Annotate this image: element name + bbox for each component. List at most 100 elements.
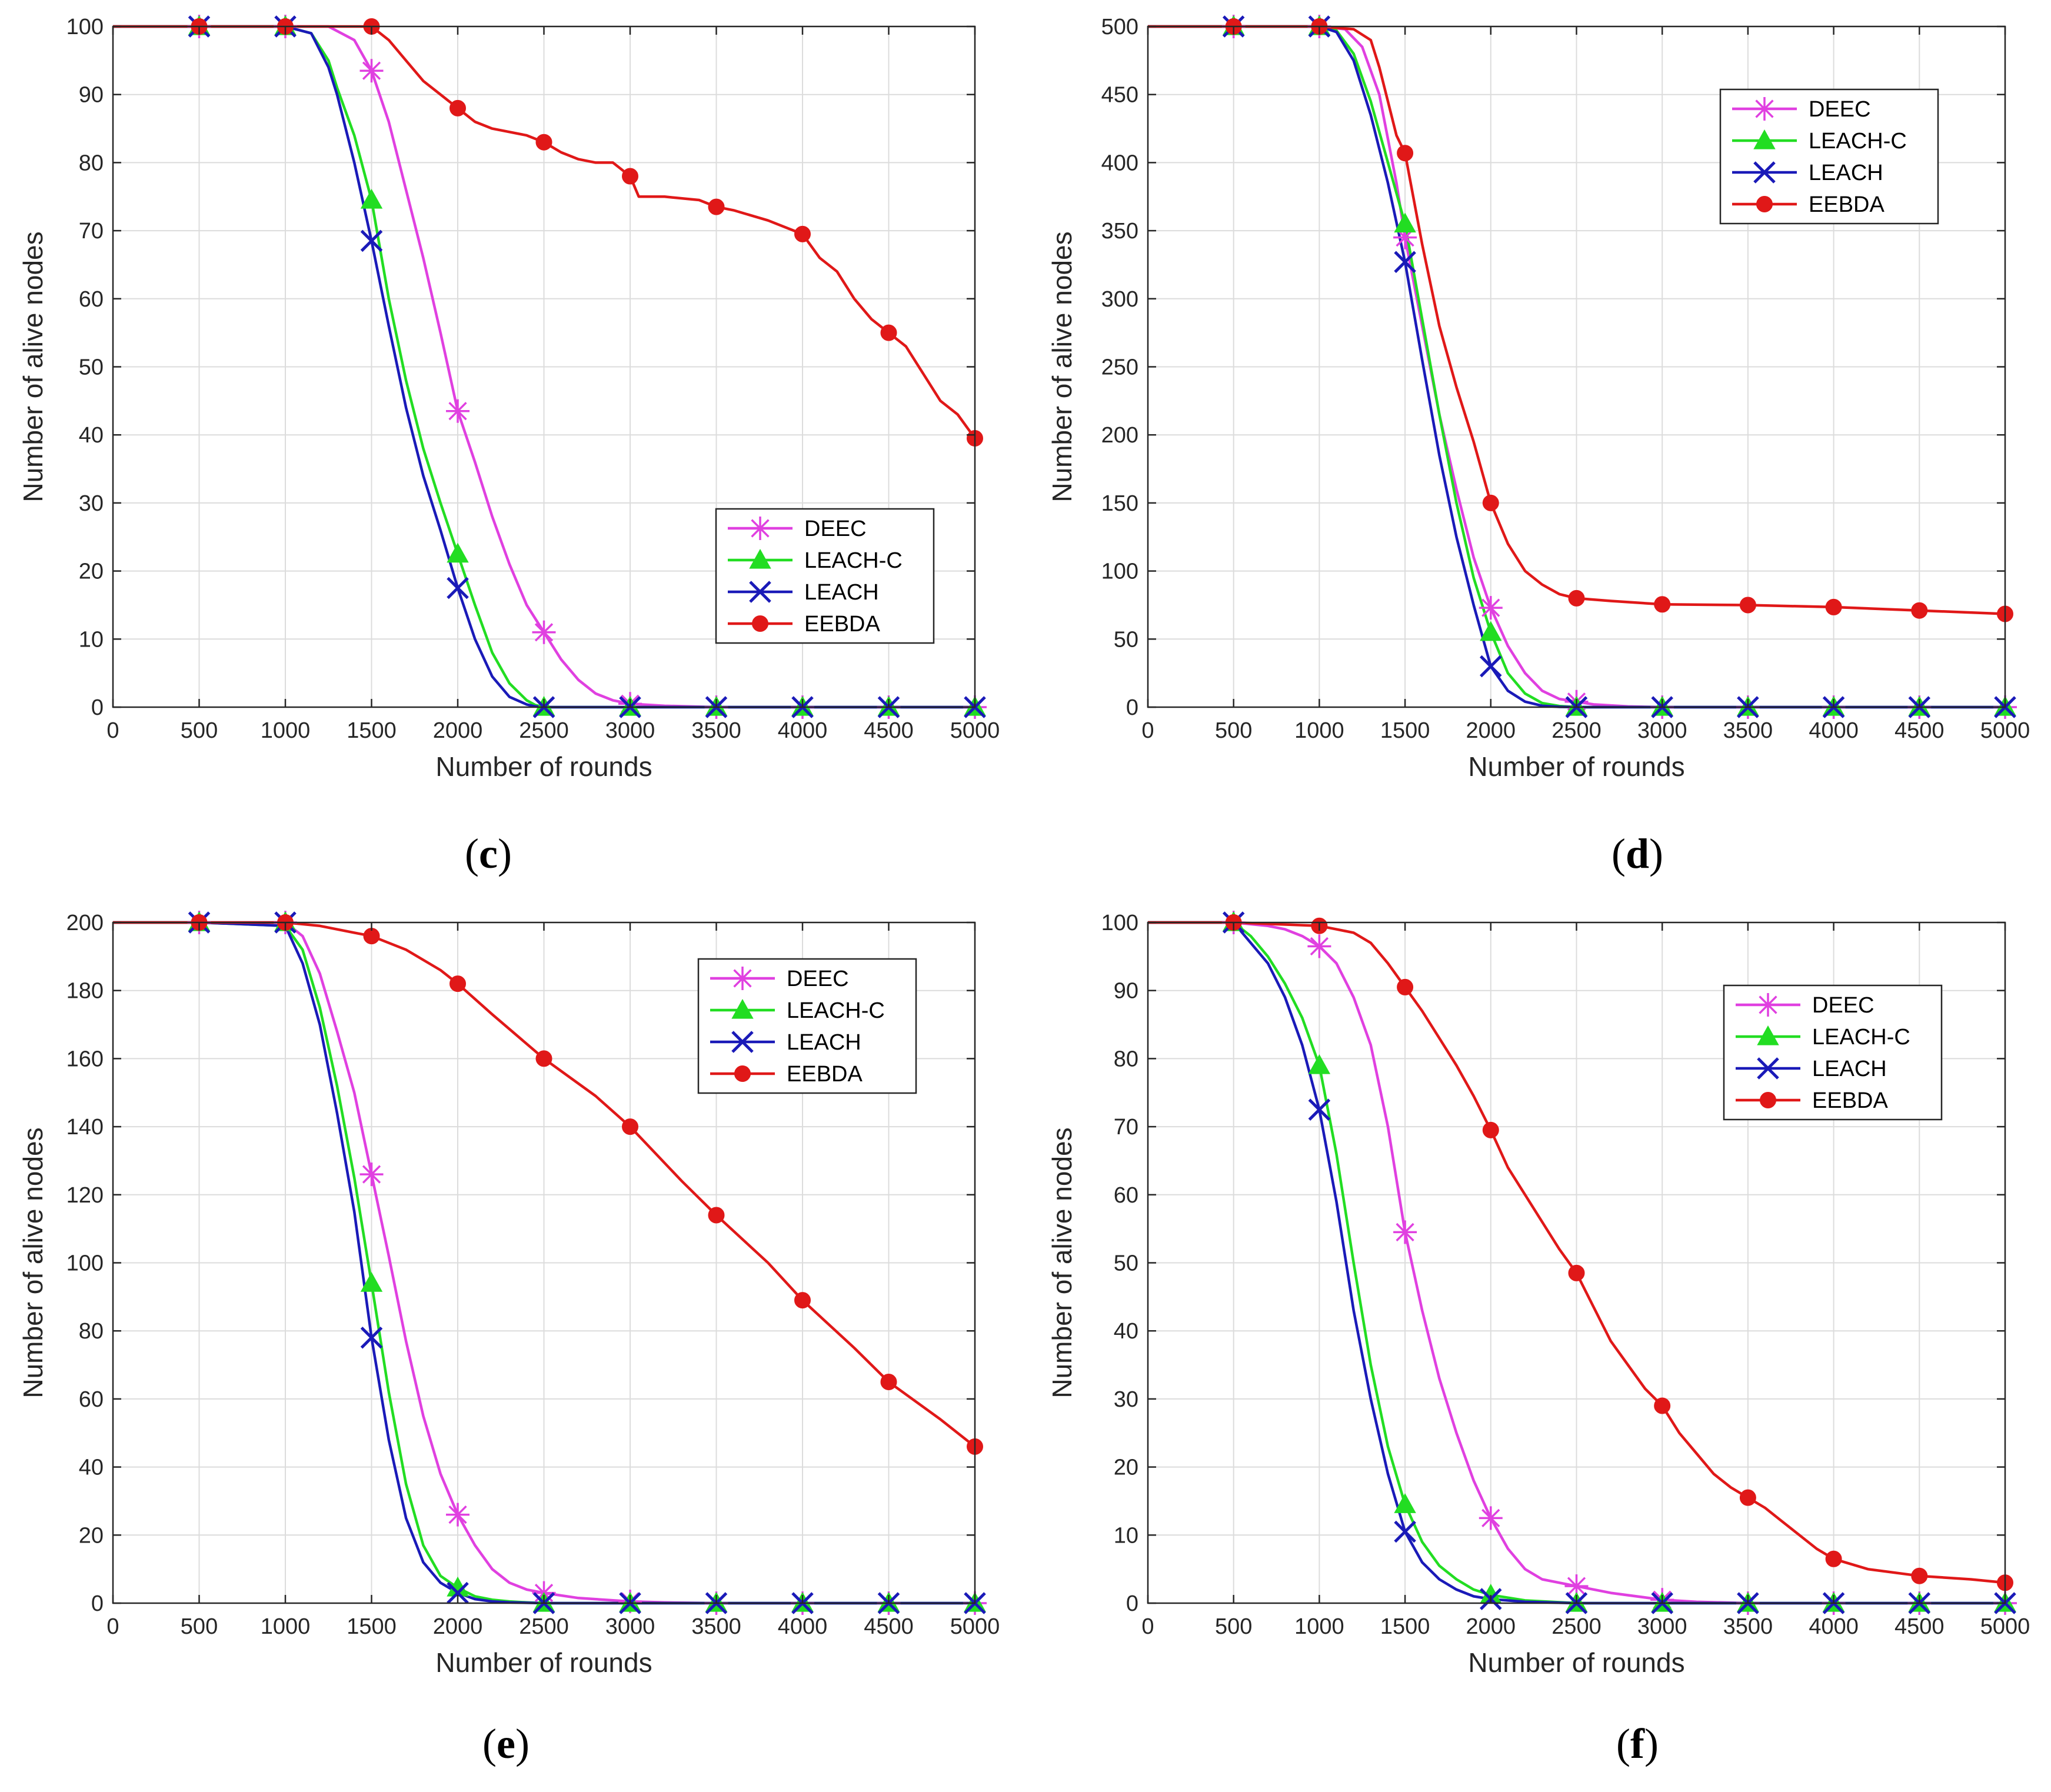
y-tick-label-250: 250 [1101,355,1138,380]
y-tick-label-200: 200 [1101,423,1138,448]
marker-eebda-3000 [622,1118,638,1135]
legend-label-leach: LEACH [787,1030,861,1055]
marker-eebda-2500 [535,1050,552,1067]
y-tick-label-0: 0 [91,1591,104,1616]
y-tick-label-70: 70 [1114,1115,1138,1140]
legend-item-eebda: EEBDA [1732,192,1884,217]
marker-eebda-4500 [880,1373,897,1390]
marker-leach-c-1000 [1308,1054,1331,1074]
legend-marker-leach [1753,161,1776,184]
marker-eebda-3000 [1654,596,1671,613]
x-tick-label-3500: 3500 [691,718,741,743]
chart-f-svg: 0 500 1000 1500 2000 2500 3000 3500 4000 4500 5000… [1047,911,2030,1678]
x-tick-label-500: 500 [181,718,218,743]
y-tick-label-500: 500 [1101,15,1138,39]
x-tick-label-3000: 3000 [1637,718,1687,743]
x-tick-label-4000: 4000 [1809,1614,1859,1639]
legend-item-deec: DEEC [1736,993,1874,1018]
y-tick-label-100: 100 [1101,911,1138,935]
legend-marker-eebda [1760,1092,1776,1108]
marker-eebda-3500 [708,198,725,215]
series-line-deec-d [1148,25,2005,709]
y-tick-label-0: 0 [1126,695,1138,720]
x-tick-label-2500: 2500 [519,1614,569,1639]
marker-eebda-3500 [1739,1489,1756,1506]
legend-item-deec: DEEC [1732,97,1871,122]
legend-marker-deec [1756,993,1780,1017]
y-tick-label-40: 40 [79,1455,104,1480]
marker-eebda-2000 [1482,1121,1499,1138]
legend-item-deec: DEEC [728,517,867,541]
y-tick-label-400: 400 [1101,151,1138,175]
x-tick-label-5000: 5000 [1980,1614,2030,1639]
y-tick-label-70: 70 [79,219,104,244]
marker-deec-2000 [1479,1506,1503,1530]
y-tick-label-60: 60 [79,1387,104,1412]
marker-eebda-1500 [1397,978,1414,995]
legend-item-eebda: EEBDA [710,1062,863,1087]
x-tick-label-1000: 1000 [261,1614,311,1639]
marker-deec-1500 [359,59,384,83]
x-tick-label-1000: 1000 [1294,1614,1344,1639]
marker-eebda-4000 [1825,598,1842,615]
marker-leach-c-1500 [360,1272,383,1292]
x-axis-label-f: Number of rounds [1468,1647,1684,1678]
series-line-leach-c-d [1148,25,2005,709]
x-tick-label-3000: 3000 [605,1614,655,1639]
y-tick-label-60: 60 [79,287,104,312]
x-tick-label-2500: 2500 [1551,718,1601,743]
y-tick-label-20: 20 [79,559,104,584]
marker-eebda-3500 [1739,597,1756,614]
y-tick-label-80: 80 [79,151,104,175]
series-line-deec-e [113,921,975,1605]
legend-label-eebda: EEBDA [787,1062,863,1087]
marker-leach-2000 [447,1581,469,1604]
legend-label-leach: LEACH [1809,161,1883,185]
y-tick-label-100: 100 [66,15,104,39]
legend-item-leach-c: LEACH-C [728,548,903,573]
legend-label-deec: DEEC [787,967,849,991]
chart-panel-c: 0 500 1000 1500 2000 2500 3000 3500 4000 4500 5000… [0,0,1026,896]
marker-leach-2000 [1480,655,1502,678]
legend-e: DEEC LEACH-C LEACH EEBDA [697,958,917,1094]
y-axis-label-f: Number of alive nodes [1047,1127,1077,1398]
y-tick-label-0: 0 [1126,1591,1138,1616]
x-tick-label-2000: 2000 [1466,718,1516,743]
series-line-eebda-f [1148,921,2006,1584]
y-tick-label-80: 80 [1114,1047,1138,1071]
x-axis-label-d: Number of rounds [1468,751,1684,782]
legend-label-leach-c: LEACH-C [1809,129,1907,154]
caption-f: (f) [1616,1720,1659,1767]
y-tick-label-180: 180 [66,979,104,1004]
x-tick-label-4500: 4500 [864,718,914,743]
marker-deec-1500 [1393,1220,1417,1244]
x-tick-label-2000: 2000 [1466,1614,1516,1639]
marker-eebda-4000 [1825,1550,1842,1567]
x-tick-label-2000: 2000 [433,718,483,743]
series-line-leach-d [1148,25,2005,709]
y-axis-label-e: Number of alive nodes [18,1127,48,1398]
legend-label-deec: DEEC [1809,97,1871,122]
marker-leach-c-2000 [1480,621,1502,641]
legend-label-leach-c: LEACH-C [787,998,885,1023]
x-tick-label-4000: 4000 [778,718,828,743]
ticks-e: 0 500 1000 1500 2000 2500 3000 3500 4000 4500 5000… [66,911,1000,1639]
x-tick-label-1500: 1500 [1380,1614,1430,1639]
legend-label-leach: LEACH [804,580,879,605]
x-axis-label-e: Number of rounds [435,1647,652,1678]
marker-leach-1500 [1394,1520,1416,1543]
marker-leach-c-2000 [447,542,469,563]
marker-eebda-4500 [1911,1567,1928,1584]
y-tick-label-0: 0 [91,695,104,720]
marker-eebda-1500 [363,928,380,945]
legend-item-leach-c: LEACH-C [1736,1025,1910,1050]
chart-c-svg: 0 500 1000 1500 2000 2500 3000 3500 4000 4500 5000… [18,15,1000,782]
legend-box-c [715,508,935,644]
chart-panel-e: 0 500 1000 1500 2000 2500 3000 3500 4000 4500 5000… [0,896,1026,1792]
x-tick-label-4000: 4000 [1809,718,1859,743]
x-tick-label-0: 0 [106,718,119,743]
y-tick-label-90: 90 [79,83,104,108]
legend-marker-eebda [734,1065,751,1082]
chart-panel-f: 0 500 1000 1500 2000 2500 3000 3500 4000 4500 5000… [1026,896,2051,1792]
marker-eebda-3000 [1654,1397,1671,1414]
